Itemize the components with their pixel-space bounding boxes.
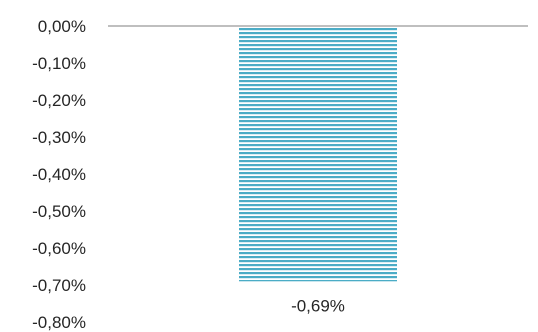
y-tick-label: 0,00% <box>38 17 86 36</box>
y-tick-label: -0,10% <box>32 54 86 73</box>
y-tick-label: -0,80% <box>32 313 86 332</box>
y-tick-label: -0,20% <box>32 91 86 110</box>
y-tick-label: -0,30% <box>32 128 86 147</box>
y-tick-label: -0,70% <box>32 276 86 295</box>
y-tick-label: -0,50% <box>32 202 86 221</box>
data-labels: -0,69% <box>291 296 345 315</box>
bar-data-label: -0,69% <box>291 296 345 315</box>
bar <box>239 26 397 282</box>
y-tick-label: -0,40% <box>32 165 86 184</box>
y-axis-tick-labels: 0,00% -0,10% -0,20% -0,30% -0,40% -0,50% -0,60… <box>32 17 86 332</box>
bars <box>239 26 397 282</box>
y-tick-label: -0,60% <box>32 239 86 258</box>
